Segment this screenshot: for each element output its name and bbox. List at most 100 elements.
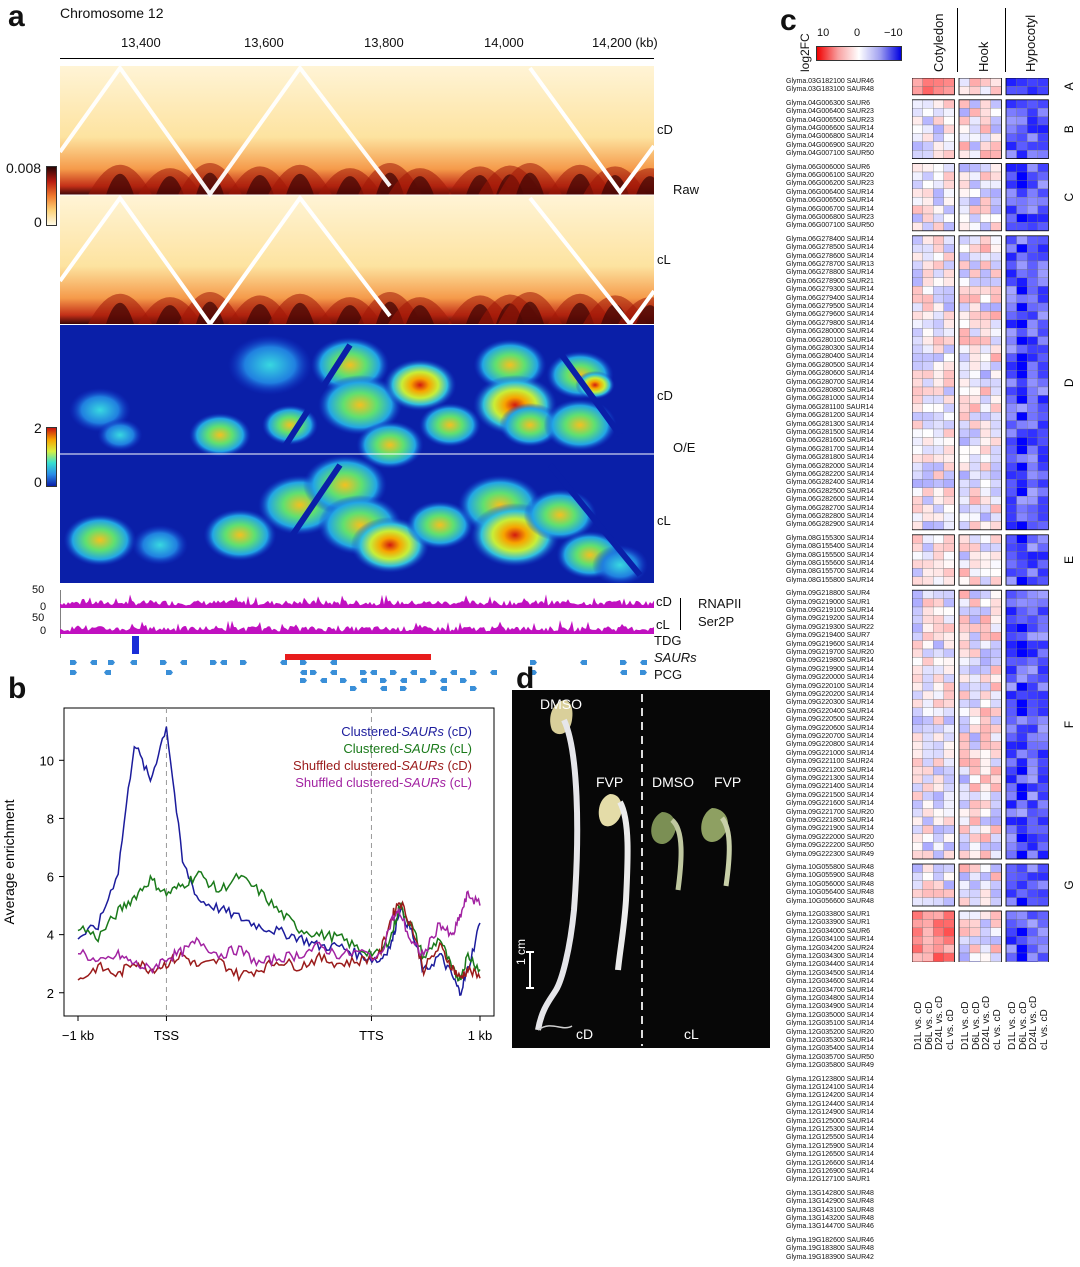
heatmap-cell [958,833,970,843]
comparison-label: D24L vs. cD [981,995,993,1050]
heatmap-cell [969,640,981,650]
heatmap-cell [1016,816,1028,826]
gene-row-label: Glyma.09G221000 SAUR14 [786,750,874,758]
heatmap-cell [990,568,1002,577]
heatmap-cell [1005,197,1017,206]
track-cd-min: 0 [40,601,47,613]
gene-id: Glyma.09G220800 [786,741,845,749]
gene-row-label: Glyma.12G034200 SAUR24 [786,945,874,953]
heatmap-cell [969,623,981,633]
heatmap-cell [980,512,991,522]
heatmap-cell [933,412,944,421]
heatmap-cell [1016,699,1028,708]
heatmap-cell [958,674,970,683]
heatmap-cell [943,749,955,759]
heatmap-cell [922,86,934,95]
heatmap-cell [943,825,955,834]
gene-row-label: Glyma.09G219300 SAUR22 [786,624,874,632]
heatmap-cell [912,197,923,206]
heatmap-cell [922,863,934,873]
gene-row-label: Glyma.06G278900 SAUR21 [786,278,874,286]
gene-id: Glyma.06G006100 [786,172,845,179]
heatmap-cell [969,141,981,151]
gene-id: Glyma.12G035800 [786,1062,845,1070]
heatmap-cell [912,961,923,962]
legend-entry-0: Clustered-SAURs (cD) [341,724,472,739]
dmso-cl-cotyledon [651,812,676,845]
heatmap-cell [1016,741,1028,750]
heatmap-cell [980,496,991,505]
heatmap-cell [912,640,923,650]
heatmap-cell [933,124,944,134]
saur-name: SAUR48 [844,1215,874,1222]
gene-id: Glyma.12G125500 [786,1134,845,1142]
gene-row-label: Glyma.06G281200 SAUR14 [786,412,874,420]
heatmap-cell [922,336,934,346]
heatmap-cell [943,682,955,692]
heatmap-cell [958,758,970,767]
heatmap-cell [958,534,970,544]
axis-tick-14200: 14,200 (kb) [592,35,658,50]
heatmap-cell [958,386,970,396]
gene-row-label: Glyma.06G006400 SAUR14 [786,189,874,197]
gene-id: Glyma.08G155300 [786,534,845,542]
heatmap-cell [922,774,934,784]
heatmap-cell [1005,559,1017,569]
heatmap-cell [1016,403,1028,413]
logfc-text: log2FC [798,33,812,72]
axis-tick-14000: 14,000 [484,35,524,50]
heatmap-cell [1037,496,1049,505]
heatmap-cell [943,244,955,253]
heatmap-cell [980,707,991,717]
heatmap-cell [1005,479,1017,488]
heatmap-cell [933,732,944,742]
heatmap-cell [1027,78,1038,87]
heatmap-cell [958,880,970,890]
heatmap-cell [1027,386,1038,396]
heatmap-cell [1016,319,1028,329]
gene-row-label: Glyma.09G219400 SAUR7 [786,632,870,640]
gene-row-label: Glyma.08G155300 SAUR14 [786,535,874,543]
heatmap-cell [990,378,1002,388]
gene-id: Glyma.12G034800 [786,995,845,1002]
heatmap-cell [1037,682,1049,692]
saur-name: SAUR23 [844,116,874,124]
heatmap-cell [912,141,923,151]
heatmap-cell [1037,86,1049,95]
heatmap-cell [943,420,955,430]
heatmap-cell [912,816,923,826]
heatmap-cell [1037,758,1049,767]
saur-name: SAUR21 [844,277,874,285]
heatmap-cell [1027,205,1038,215]
heatmap-cell [980,606,991,616]
gene-id: Glyma.06G281300 [786,420,845,428]
fvp-right-label: FVP [714,774,742,790]
gene-id: Glyma.12G124900 [786,1109,845,1117]
saur-name: SAUR14 [844,607,874,614]
gene-row-label: Glyma.06G282700 SAUR14 [786,505,874,513]
heatmap-cell [912,386,923,396]
heatmap-cell [980,412,991,421]
heatmap-cell [958,420,970,430]
gene-row-label: Glyma.12G126500 SAUR14 [786,1151,874,1159]
heatmap-cell [943,800,955,809]
saur-name: SAUR14 [844,445,874,453]
heatmap-cell [980,353,991,362]
saur-name: SAUR14 [844,1109,874,1117]
group-letter-F: F [1062,721,1076,728]
heatmap-cell [1016,919,1028,928]
heatmap-cell [980,910,991,920]
saur-name: SAUR14 [844,665,874,673]
heatmap-cell [958,910,970,920]
saur-name: SAUR14 [844,640,874,648]
heatmap-cell [980,919,991,928]
heatmap-cell [933,833,944,843]
heatmap-cell [1016,353,1028,362]
saur-name: SAUR1 [844,1176,871,1184]
gene-id: Glyma.09G222300 [786,850,845,858]
saur-name: SAUR14 [844,188,874,196]
heatmap-cell [1016,559,1028,569]
heatmap-cell [943,470,955,480]
gene-row-label: Glyma.09G221600 SAUR14 [786,800,874,808]
gene-id: Glyma.06G282500 [786,487,845,495]
